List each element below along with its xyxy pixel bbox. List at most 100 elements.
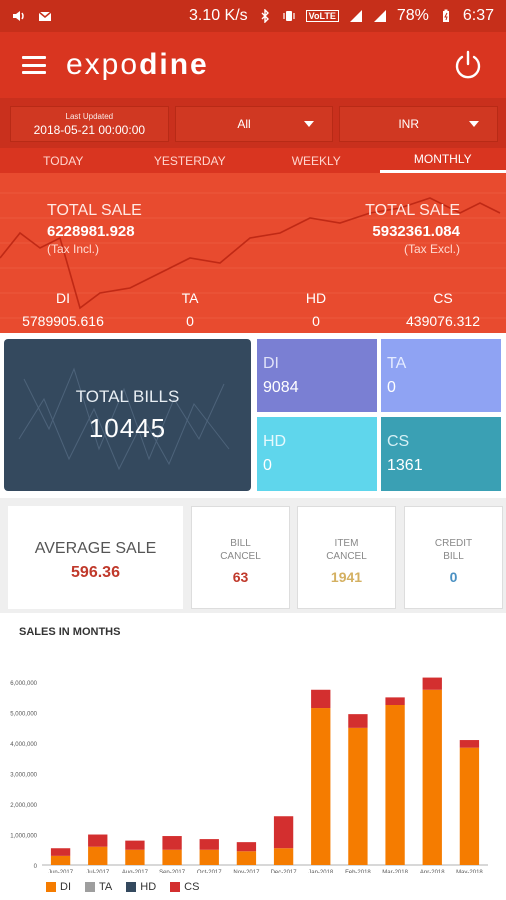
total-sale-incl-value: 6228981.928 — [47, 223, 135, 240]
legend-ta[interactable]: TA — [85, 881, 112, 893]
credit-bill-label: CREDIT BILL — [434, 538, 473, 562]
channel-di-label: DI — [56, 290, 70, 306]
chart-legend: DI TA HD CS — [46, 881, 199, 893]
channel-hd: HD 0 — [256, 290, 376, 329]
bar-cs — [311, 689, 331, 709]
bar-di — [88, 846, 108, 865]
y-tick-label: 6,000,000 — [10, 681, 37, 687]
channel-cs: CS 439076.312 — [383, 290, 503, 329]
channel-cs-value: 439076.312 — [406, 313, 480, 329]
channel-di: DI 5789905.616 — [3, 290, 123, 329]
average-sale-value: 596.36 — [71, 564, 120, 581]
channel-select-value: All — [237, 117, 251, 131]
x-tick-label: Jun-2017 — [48, 870, 74, 873]
tab-monthly[interactable]: MONTHLY — [379, 148, 506, 173]
total-bills-label: TOTAL BILLS — [75, 387, 180, 406]
network-speed: 3.10 K/s — [188, 7, 248, 24]
date-picker[interactable]: Last Updated 2018-05-21 00:00:00 — [10, 106, 169, 142]
sales-summary-panel: TOTAL SALE 6228981.928 (Tax Incl.) TOTAL… — [0, 173, 506, 333]
bill-cancel-label: BILL CANCEL — [220, 538, 261, 562]
bar-cs — [385, 697, 405, 705]
bar-cs — [88, 834, 108, 847]
x-tick-label: Nov-2017 — [233, 870, 260, 873]
battery-charging-icon — [442, 9, 449, 22]
y-tick-label: 0 — [34, 864, 38, 870]
bar-cs — [50, 848, 71, 856]
tax-excl-note: (Tax Excl.) — [403, 242, 460, 256]
item-cancel-label: ITEM CANCEL — [326, 538, 367, 562]
last-updated-label: Last Updated — [65, 111, 114, 121]
legend-hd[interactable]: HD — [126, 881, 156, 893]
channel-cs-label: CS — [433, 290, 453, 306]
total-bills-card[interactable]: TOTAL BILLS 10445 — [4, 339, 251, 491]
bills-hd-label: HD — [263, 433, 287, 450]
menu-icon[interactable] — [22, 56, 46, 74]
total-sale-incl: TOTAL SALE 6228981.928 (Tax Incl.) — [47, 202, 142, 256]
bar-di — [125, 849, 145, 865]
legend-ta-swatch — [85, 882, 95, 892]
clock: 6:37 — [462, 7, 494, 24]
power-icon[interactable] — [452, 49, 484, 81]
legend-di[interactable]: DI — [46, 881, 71, 893]
signal-icon-2 — [373, 10, 386, 22]
channel-select[interactable]: All — [174, 106, 334, 142]
bar-di — [50, 855, 71, 865]
bar-cs — [199, 839, 219, 850]
vibrate-icon — [283, 11, 295, 21]
tab-weekly[interactable]: WEEKLY — [291, 153, 341, 168]
bills-ta-card[interactable]: TA 0 — [381, 339, 501, 412]
chevron-down-icon — [469, 121, 480, 127]
channel-hd-label: HD — [305, 290, 327, 306]
legend-hd-label: HD — [140, 881, 157, 893]
x-tick-label: Aug-2017 — [122, 870, 149, 873]
bill-cancel-card[interactable]: BILL CANCEL 63 — [191, 506, 290, 609]
channel-hd-value: 0 — [312, 313, 320, 329]
x-tick-label: Jul-2017 — [86, 870, 110, 873]
bill-cancel-value: 63 — [232, 569, 249, 585]
y-tick-label: 4,000,000 — [10, 742, 37, 748]
currency-select[interactable]: INR — [339, 106, 499, 142]
tab-today[interactable]: TODAY — [43, 153, 84, 168]
sales-trend-background — [0, 192, 506, 319]
item-cancel-card[interactable]: ITEM CANCEL 1941 — [297, 506, 396, 609]
x-tick-label: May-2018 — [456, 870, 483, 873]
tax-incl-note: (Tax Incl.) — [47, 242, 100, 256]
last-updated-value: 2018-05-21 00:00:00 — [33, 122, 146, 137]
channel-ta-value: 0 — [186, 313, 194, 329]
x-tick-label: Mar-2018 — [382, 870, 408, 873]
legend-ta-label: TA — [99, 881, 113, 893]
bar-cs — [125, 840, 145, 850]
y-tick-label: 1,000,000 — [10, 834, 37, 840]
bar-di — [273, 848, 294, 865]
bar-di — [459, 747, 480, 865]
bills-ta-label: TA — [387, 355, 407, 372]
legend-cs-label: CS — [184, 881, 200, 893]
bills-hd-card[interactable]: HD 0 — [257, 417, 377, 491]
tab-yesterday[interactable]: YESTERDAY — [153, 153, 226, 168]
bar-di — [162, 849, 182, 865]
legend-di-label: DI — [60, 881, 71, 893]
bar-di — [311, 708, 331, 865]
x-tick-label: Apr-2018 — [420, 870, 445, 873]
bluetooth-icon — [261, 9, 269, 23]
legend-cs[interactable]: CS — [170, 881, 199, 893]
channel-di-value: 5789905.616 — [22, 313, 104, 329]
channel-ta: TA 0 — [130, 290, 250, 329]
sales-in-months-chart: SALES IN MONTHS 0 1,000,000 2,000,000 3,000… — [0, 613, 506, 900]
sales-bar-chart: 0 1,000,000 2,000,000 3,000,000 4,000,000 5,0… — [10, 677, 488, 873]
battery-percent: 78% — [396, 7, 429, 24]
app-bar: expodine — [0, 32, 506, 98]
bar-di — [348, 727, 368, 865]
credit-bill-card[interactable]: CREDIT BILL 0 — [404, 506, 503, 609]
bills-cs-label: CS — [387, 433, 410, 450]
total-sale-incl-label: TOTAL SALE — [47, 202, 142, 219]
total-sale-excl-label: TOTAL SALE — [365, 202, 460, 219]
bills-cs-card[interactable]: CS 1361 — [381, 417, 501, 491]
bills-hd-value: 0 — [263, 457, 272, 474]
status-bar: 3.10 K/s VoLTE 78% 6:37 — [0, 0, 506, 32]
y-tick-label: 3,000,000 — [10, 773, 37, 779]
legend-hd-swatch — [126, 882, 137, 892]
mail-icon — [38, 11, 52, 21]
bills-di-card[interactable]: DI 9084 — [257, 339, 377, 412]
chevron-down-icon — [304, 121, 315, 127]
